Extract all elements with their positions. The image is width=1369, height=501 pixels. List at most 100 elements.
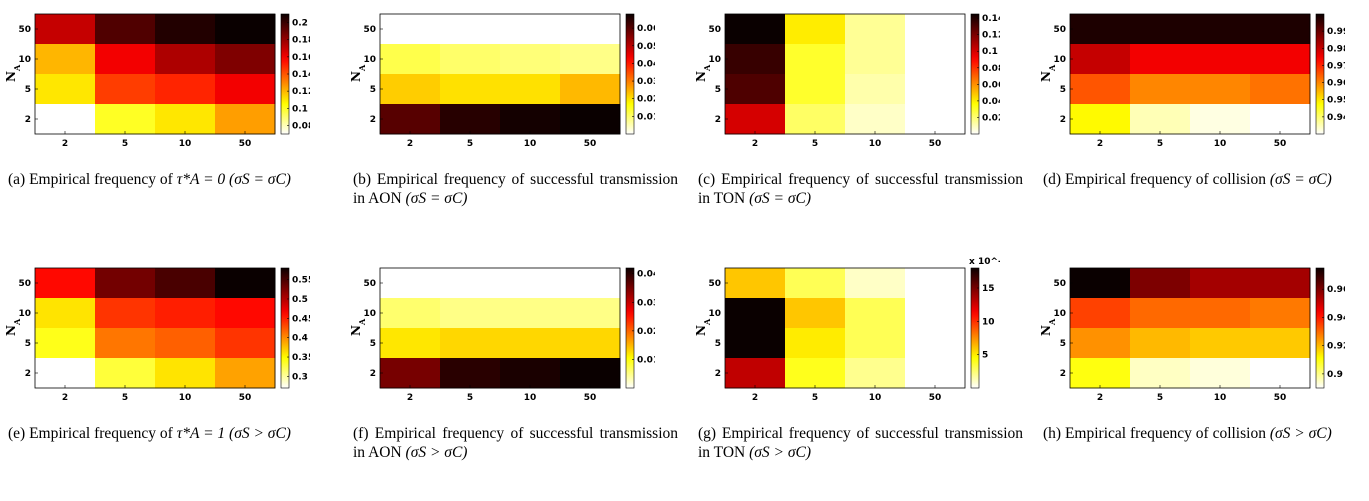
colorbar-tick-label: 0.95 [1327,96,1345,106]
colorbar-tick-label: 0.45 [292,314,310,324]
colorbar-tick-label: 0.03 [637,298,655,308]
x-tick-label: 50 [929,139,942,149]
colorbar-tick-label: 0.04 [982,97,1000,107]
heatmap-cell [725,358,786,389]
heatmap-cell [725,328,786,359]
heatmap-cell [500,14,561,45]
y-axis-label-group: NA [694,64,712,82]
y-tick-label: 50 [708,25,721,35]
heatmap-cell [1070,74,1131,105]
colorbar-tick-label: 0.96 [1327,285,1345,295]
y-tick-label: 50 [18,25,31,35]
y-axis-label: NA [4,64,22,82]
colorbar-tick-label: 0.3 [292,372,308,382]
heatmap-cell [560,358,621,389]
x-tick-label: 50 [1274,393,1287,403]
y-tick-label: 10 [363,55,376,65]
colorbar-tick-label: 15 [982,284,995,294]
x-tick-label: 10 [869,139,882,149]
colorbar-tick-label: 0.92 [1327,342,1345,352]
x-tick-label: 5 [467,139,473,149]
y-tick-label: 5 [370,339,376,349]
x-tick-label: 2 [62,393,68,403]
heatmap-cell [1250,44,1311,75]
heatmap-cell [845,74,906,105]
y-axis-label-group: NA [1039,64,1057,82]
x-axis-label: NT [149,403,166,404]
heatmap-cell [155,358,216,389]
heatmap-panel-c: 50 10 5 2 2 5 10 50 NT NA 0.02 0.04 0.06 0.08 0.1 0.12 0… [694,13,1000,150]
panel-caption: (g) Empirical frequency of successful tr… [698,424,1023,462]
y-axis-label: NA [1039,64,1057,82]
y-tick-label: 50 [363,25,376,35]
y-axis-label-group: NA [4,318,22,336]
colorbar-tick-label: 0.16 [292,53,310,63]
x-tick-label: 10 [524,139,537,149]
heatmap-cell [155,104,216,135]
x-axis-label: NT [1184,149,1201,150]
heatmap-cell [95,298,156,329]
x-tick-label: 10 [1214,139,1227,149]
y-tick-label: 10 [708,309,721,319]
colorbar-tick-label: 0.12 [982,31,1000,41]
heatmap-cell [155,328,216,359]
heatmap-cell [725,104,786,135]
x-tick-label: 2 [1097,393,1103,403]
heatmap-cell [905,44,966,75]
colorbar-tick-label: 5 [982,351,988,361]
x-tick-label: 5 [122,139,128,149]
heatmap-cell [380,358,441,389]
colorbar-tick-label: 0.06 [637,24,655,34]
colorbar-tick-label: 0.94 [1327,113,1345,123]
caption-letter: (b) [353,171,372,188]
heatmap-cell [35,298,96,329]
colorbar [1315,13,1325,135]
heatmap-cell [215,104,276,135]
x-axis-label: NT [494,403,511,404]
panel-caption: (h) Empirical frequency of collision (σS… [1043,424,1368,443]
plot-frame [379,267,621,389]
colorbar-tick-label: 0.99 [1327,27,1345,37]
heatmap-cell [35,328,96,359]
caption-text: Empirical frequency of [29,425,173,442]
y-tick-label: 5 [370,85,376,95]
panel-caption: (a) Empirical frequency of τ*A = 0 (σS =… [8,170,333,189]
heatmap-cell [1130,298,1191,329]
x-tick-label: 10 [869,393,882,403]
y-axis-label: NA [349,64,367,82]
heatmap-cell [440,268,501,299]
x-tick-label: 2 [407,139,413,149]
colorbar-tick-label: 0.4 [292,334,308,344]
caption-text: Empirical frequency of collision [1064,425,1266,442]
x-tick-label: 50 [239,393,252,403]
caption-condition: (σS = σC) [405,190,468,207]
panel-caption: (e) Empirical frequency of τ*A = 1 (σS >… [8,424,333,443]
heatmap-cell [905,74,966,105]
colorbar-tick-label: 0.02 [982,113,1000,123]
y-tick-label: 5 [1060,85,1066,95]
y-axis-label: NA [349,318,367,336]
heatmap-panel-a: 50 10 5 2 2 5 10 50 NT NA 0.08 0.1 0.12 0.14 0.16 0.18 0… [4,13,310,150]
heatmap-cell [155,44,216,75]
heatmap-cell [1190,104,1251,135]
y-tick-label: 2 [370,115,376,125]
heatmap-cell [1130,44,1191,75]
x-tick-label: 2 [62,139,68,149]
heatmap-cell [500,74,561,105]
heatmap-cell [1250,14,1311,45]
x-axis-label: NT [1184,403,1201,404]
y-axis-label-group: NA [349,318,367,336]
heatmap-cell [215,74,276,105]
heatmap-cell [380,74,441,105]
caption-condition: (σS > σC) [749,444,812,461]
colorbar-tick-label: 0.94 [1327,313,1345,323]
heatmap-cell [845,328,906,359]
heatmap-cell [1190,358,1251,389]
heatmap-cell [440,358,501,389]
heatmap-cell [905,104,966,135]
colorbar-tick-label: 0.2 [292,19,308,29]
heatmap-cell [725,14,786,45]
x-axis-label: NT [149,149,166,150]
heatmap-cell [440,298,501,329]
heatmap-cell [560,104,621,135]
